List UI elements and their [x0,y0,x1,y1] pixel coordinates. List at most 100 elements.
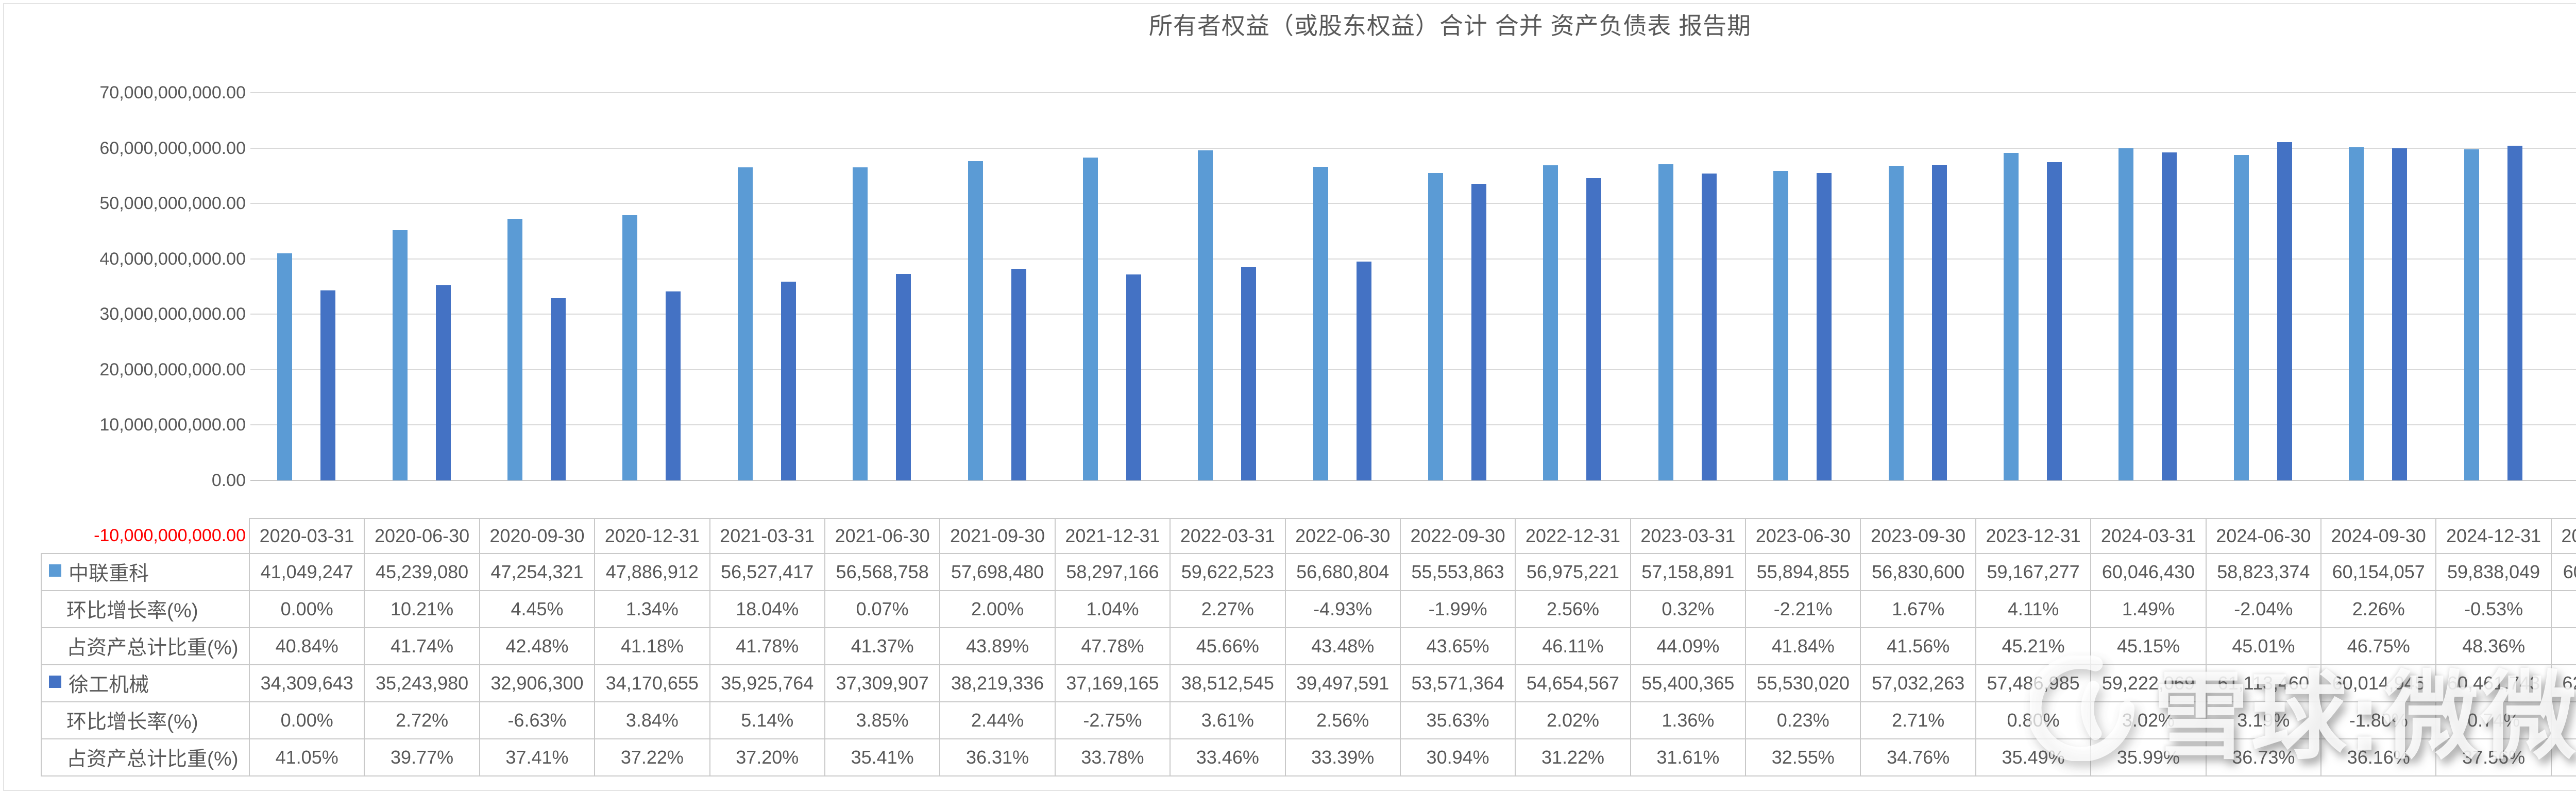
row-xugong-growth-cell-2021-03-31: 5.14% [709,701,825,739]
bar-徐工机械-2023-09-30[interactable] [1931,164,1947,480]
date-header-2021-06-30: 2021-06-30 [824,518,941,554]
row-xugong-values-cell-2024-03-31: 59,222,069 [2090,664,2207,702]
bar-中联重科-2021-03-31[interactable] [737,167,753,480]
row-xugong-ratio-cell-2021-12-31: 33.78% [1054,738,1171,776]
row-xugong-growth-cell-2021-12-31: -2.75% [1054,701,1171,739]
gridline [250,424,2576,425]
y-axis-tick-label: 20,000,000,000.00 [99,359,246,379]
row-zhonglian-ratio-cell-2021-09-30: 43.89% [939,627,1056,665]
legend-swatch-icon [49,564,61,577]
row-xugong-values-cell-2023-03-31: 55,400,365 [1630,664,1747,702]
bar-中联重科-2022-06-30[interactable] [1313,166,1328,480]
row-xugong-ratio-cell-2022-12-31: 31.22% [1515,738,1631,776]
date-header-2024-12-31: 2024-12-31 [2435,518,2552,554]
row-xugong-growth-cell-2021-06-30: 3.85% [824,701,941,739]
category-2024-06-30 [2206,93,2320,480]
gridline [250,258,2576,260]
row-label-text: 占资产总计比重(%) [66,637,239,659]
bar-徐工机械-2023-06-30[interactable] [1817,173,1832,480]
bar-中联重科-2022-09-30[interactable] [1428,172,1444,480]
bar-中联重科-2021-06-30[interactable] [853,167,868,480]
bar-徐工机械-2023-03-31[interactable] [1701,174,1717,480]
row-xugong-values-cell-2020-03-31: 34,309,643 [248,664,365,702]
bar-中联重科-2024-06-30[interactable] [2233,154,2249,480]
row-label-text: 环比增长率(%) [66,600,198,622]
row-zhonglian-growth-cell-2020-06-30: 10.21% [364,590,480,628]
bar-徐工机械-2023-12-31[interactable] [2047,162,2062,480]
category-2020-06-30 [364,93,479,480]
gridline [250,203,2576,204]
category-2022-03-31 [1170,93,1284,480]
row-xugong-ratio-cell-2022-06-30: 33.39% [1284,738,1401,776]
bar-中联重科-2023-06-30[interactable] [1773,171,1789,480]
row-zhonglian-values-cell-2024-12-31: 59,838,049 [2435,553,2552,591]
category-2025-03-31 [2551,93,2576,480]
row-zhonglian-values-cell-2024-09-30: 60,154,057 [2320,553,2437,591]
row-xugong-ratio-cell-2022-03-31: 33.46% [1170,738,1286,776]
row-zhonglian-values-cell-2022-06-30: 56,680,804 [1284,553,1401,591]
y-axis-tick-label: 10,000,000,000.00 [99,415,246,435]
row-zhonglian-ratio-cell-2021-06-30: 41.37% [824,627,941,665]
row-zhonglian-growth-cell-2022-03-31: 2.27% [1170,590,1286,628]
bar-中联重科-2023-09-30[interactable] [1888,166,1904,480]
row-xugong-ratio-cell-2025-03-31: 36.43% [2550,738,2576,776]
bar-徐工机械-2022-06-30[interactable] [1356,262,1371,480]
row-xugong-ratio-cell-2023-03-31: 31.61% [1630,738,1747,776]
bar-徐工机械-2022-03-31[interactable] [1241,267,1257,480]
row-xugong-values-cell-2021-06-30: 37,309,907 [824,664,941,702]
row-zhonglian-growth-cell-2021-09-30: 2.00% [939,590,1056,628]
bar-中联重科-2020-12-31[interactable] [622,215,638,480]
bar-徐工机械-2021-12-31[interactable] [1126,274,1141,480]
bar-徐工机械-2021-06-30[interactable] [896,273,911,480]
bar-中联重科-2020-06-30[interactable] [392,230,408,480]
bar-中联重科-2021-12-31[interactable] [1082,158,1098,480]
bar-中联重科-2021-09-30[interactable] [968,161,983,480]
bar-中联重科-2024-03-31[interactable] [2119,148,2134,480]
bar-徐工机械-2020-06-30[interactable] [435,285,451,480]
bar-中联重科-2024-12-31[interactable] [2464,149,2479,480]
bar-中联重科-2024-09-30[interactable] [2349,147,2364,480]
bar-徐工机械-2024-12-31[interactable] [2507,146,2522,480]
bar-中联重科-2023-03-31[interactable] [1658,164,1673,480]
row-xugong-growth-cell-2023-12-31: 0.80% [1975,701,2092,739]
row-zhonglian-ratio-cell-2020-03-31: 40.84% [248,627,365,665]
bar-徐工机械-2022-09-30[interactable] [1471,184,1487,480]
bar-徐工机械-2022-12-31[interactable] [1586,178,1602,480]
row-xugong-ratio-cell-2020-03-31: 41.05% [248,738,365,776]
category-2022-09-30 [1400,93,1515,480]
row-xugong-growth: 环比增长率(%) 0.00% 2.72% -6.63% 3.84% 5.14% 3.85% 2… [41,701,2576,739]
row-xugong-values-cell-2020-09-30: 32,906,300 [479,664,596,702]
bar-中联重科-2022-12-31[interactable] [1543,165,1558,480]
row-zhonglian-growth-cell-2023-12-31: 4.11% [1975,590,2092,628]
category-2020-03-31 [249,93,364,480]
bar-徐工机械-2021-09-30[interactable] [1011,269,1026,480]
bar-中联重科-2022-03-31[interactable] [1198,150,1213,480]
bar-中联重科-2020-09-30[interactable] [507,219,522,480]
row-xugong-ratio-cell-2020-12-31: 37.22% [594,738,710,776]
row-zhonglian-ratio-cell-2025-03-31: 46.92% [2550,627,2576,665]
row-xugong-growth-cell-2022-09-30: 35.63% [1399,701,1516,739]
row-xugong-ratio-cell-2024-06-30: 36.73% [2205,738,2322,776]
row-zhonglian-growth: 环比增长率(%) 0.00% 10.21% 4.45% 1.34% 18.04% 0.07%… [41,590,2576,628]
bar-徐工机械-2021-03-31[interactable] [781,281,796,480]
row-xugong-values-cell-2023-06-30: 55,530,020 [1745,664,1861,702]
row-xugong-values-cell-2024-09-30: 60,014,945 [2320,664,2437,702]
row-zhonglian-ratio-cell-2023-03-31: 44.09% [1630,627,1747,665]
bar-中联重科-2020-03-31[interactable] [277,253,293,480]
bar-徐工机械-2020-03-31[interactable] [320,290,336,480]
bar-徐工机械-2020-12-31[interactable] [666,291,681,480]
category-2023-03-31 [1630,93,1745,480]
row-label-text: 占资产总计比重(%) [66,748,239,770]
data-table: 2020-03-31 2020-06-30 2020-09-30 2020-12-31… [41,518,2576,776]
row-xugong-values-cell-2022-12-31: 54,654,567 [1515,664,1631,702]
row-zhonglian-ratio-label: 占资产总计比重(%) [41,627,250,665]
date-header-2022-12-31: 2022-12-31 [1515,518,1631,554]
bar-徐工机械-2024-06-30[interactable] [2277,142,2292,480]
row-xugong-ratio-cell-2021-09-30: 36.31% [939,738,1056,776]
bar-徐工机械-2024-09-30[interactable] [2392,148,2408,480]
row-zhonglian-values-cell-2021-03-31: 56,527,417 [709,553,825,591]
bar-徐工机械-2024-03-31[interactable] [2162,152,2177,480]
bar-中联重科-2023-12-31[interactable] [2004,153,2019,480]
bar-徐工机械-2020-09-30[interactable] [550,298,566,480]
